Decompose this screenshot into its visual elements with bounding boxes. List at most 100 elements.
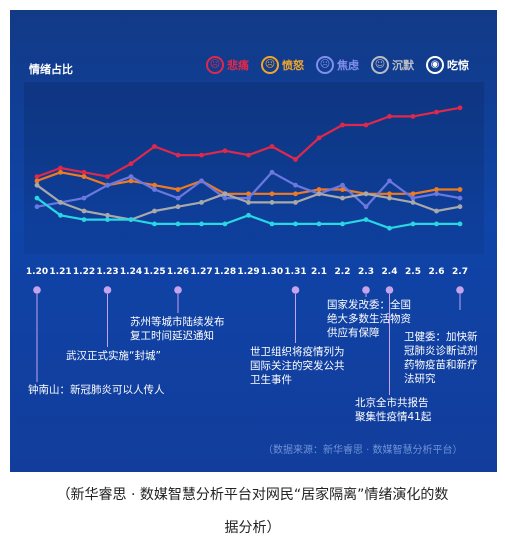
x-tick-label: 1.27 [190, 267, 212, 277]
data-point [175, 152, 181, 158]
data-point [457, 105, 463, 111]
data-point [105, 217, 110, 223]
event-marker [362, 286, 370, 294]
data-point [199, 152, 204, 158]
data-point [105, 174, 110, 180]
x-tick-label: 1.31 [284, 267, 306, 277]
data-point [434, 221, 439, 227]
data-point [434, 109, 439, 115]
angry-face-icon: ☹ [261, 56, 279, 74]
data-point [175, 195, 181, 201]
annotation-1-23: 武汉正式实施“封城” [66, 350, 161, 362]
data-point [81, 169, 87, 175]
data-point [434, 191, 439, 197]
worried-face-icon: ☹ [316, 56, 334, 74]
event-marker [456, 286, 464, 294]
x-tick-label: 2.4 [382, 267, 398, 277]
data-point [175, 187, 181, 192]
x-tick-label: 1.24 [120, 267, 142, 277]
annotation-1-20: 钟南山：新冠肺炎可以人传人 [28, 384, 165, 396]
data-point [222, 195, 228, 201]
data-source: （数据来源：新华睿思 · 数媒智慧分析平台） [263, 445, 463, 456]
data-point [152, 144, 157, 149]
legend-item-silence: ☺ 沉默 [371, 56, 414, 74]
data-point [387, 195, 392, 201]
figure-caption-line-1: （新华睿思 · 数媒智慧分析平台对网民“居家隔离”情绪演化的数 [56, 487, 449, 503]
x-tick-label: 1.22 [73, 267, 95, 277]
data-point [246, 152, 251, 158]
x-tick-label: 2.5 [405, 267, 421, 277]
data-point [246, 200, 251, 205]
data-point [269, 169, 275, 175]
event-marker [291, 286, 300, 294]
annotation-2-7: 卫健委：加快新 冠肺炎诊断试剂 药物疫苗和新疗 法研究 [404, 331, 478, 385]
x-tick-label: 1.20 [26, 267, 48, 277]
data-point [152, 221, 157, 227]
x-tick-label: 2.6 [429, 267, 445, 277]
data-point [81, 208, 87, 214]
data-point [199, 221, 204, 227]
data-point [316, 191, 322, 197]
data-point [387, 178, 392, 184]
x-tick-label: 1.29 [237, 267, 259, 277]
legend-label: 焦虑 [337, 59, 359, 72]
data-point [410, 191, 416, 197]
data-point [293, 182, 298, 188]
event-marker [174, 286, 182, 294]
data-point [175, 204, 181, 210]
legend-item-anxiety: ☹ 焦虑 [316, 56, 359, 74]
data-point [222, 221, 228, 227]
event-marker [103, 286, 112, 294]
data-point [246, 195, 251, 201]
annotation-2-3: 国家发改委：全国 绝大多数生活物资 供应有保障 [327, 299, 411, 339]
data-point [58, 212, 63, 218]
data-point [410, 195, 416, 201]
data-point [387, 225, 392, 231]
data-point [387, 114, 392, 119]
data-point [152, 208, 157, 214]
legend-item-surprise: ◉ 吃惊 [426, 56, 469, 74]
figure-caption-line-2: 据分析） [224, 520, 281, 536]
chart-title: 情绪占比 [29, 63, 73, 76]
data-point [269, 144, 275, 149]
legend-label: 愤怒 [282, 59, 304, 72]
data-point [34, 204, 40, 210]
annotation-1-31: 世卫组织将疫情列为 国际关注的突发公共 卫生事件 [250, 346, 345, 386]
data-point [269, 221, 275, 227]
x-tick-label: 1.21 [49, 267, 71, 277]
data-point [81, 195, 87, 201]
legend-label: 吃惊 [447, 59, 469, 72]
data-point [457, 221, 463, 227]
data-point [340, 122, 345, 128]
data-point [410, 114, 416, 119]
data-point [199, 178, 204, 184]
data-point [434, 187, 439, 192]
data-point [457, 187, 463, 192]
data-point [105, 182, 110, 188]
data-point [340, 187, 345, 192]
legend-label: 沉默 [392, 59, 414, 72]
data-point [293, 157, 298, 162]
data-point [363, 122, 369, 128]
data-point [58, 169, 63, 175]
data-point [128, 161, 134, 167]
data-point [340, 195, 345, 201]
data-point [152, 187, 157, 192]
data-point [152, 182, 157, 188]
x-tick-label: 1.28 [214, 267, 236, 277]
x-tick-label: 2.1 [311, 267, 327, 277]
data-point [222, 148, 228, 154]
data-point [363, 217, 369, 223]
data-point [363, 204, 369, 210]
surprised-face-icon: ◉ [426, 56, 444, 74]
data-point [246, 191, 251, 197]
data-point [269, 191, 275, 197]
event-marker [33, 286, 41, 294]
data-point [246, 212, 251, 218]
x-tick-label: 1.26 [167, 267, 189, 277]
data-point [340, 221, 345, 227]
data-point [316, 135, 322, 141]
data-point [293, 221, 298, 227]
data-point [410, 200, 416, 205]
neutral-face-icon: ☺ [371, 56, 389, 74]
